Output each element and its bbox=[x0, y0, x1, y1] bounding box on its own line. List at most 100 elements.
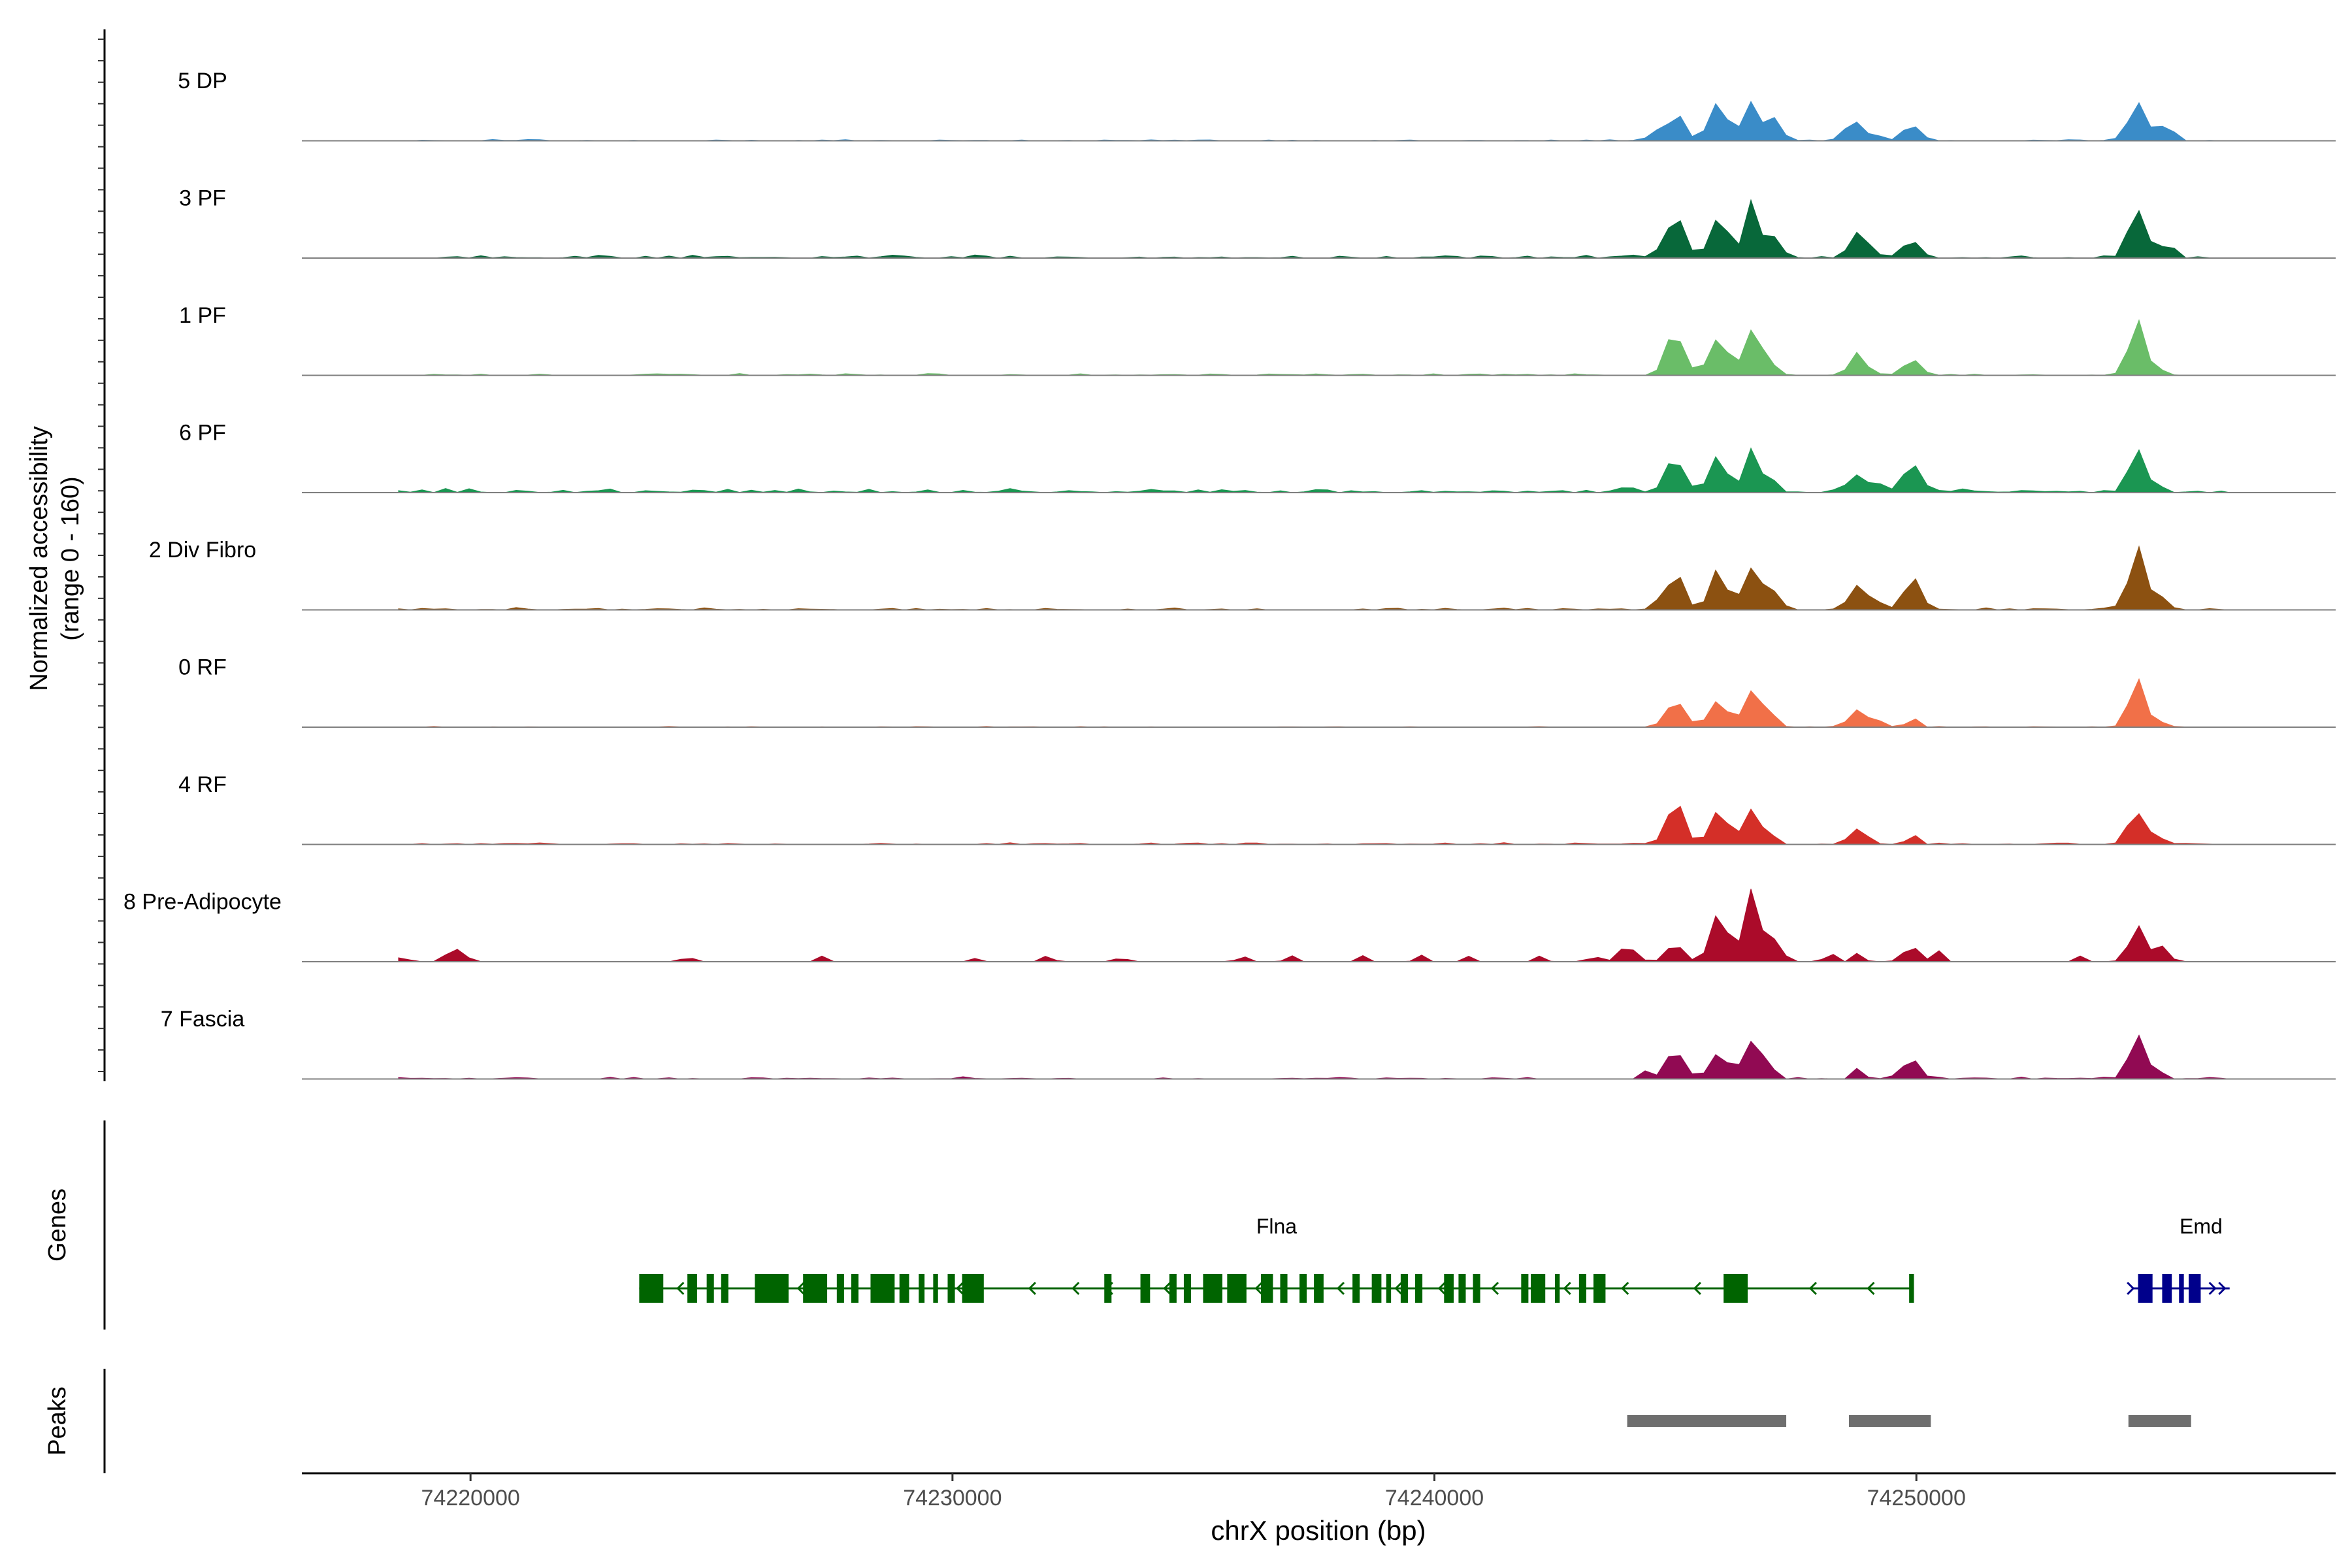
strand-arrow bbox=[2218, 1281, 2227, 1296]
exon bbox=[1444, 1274, 1454, 1303]
coverage-area bbox=[398, 545, 2230, 611]
exon bbox=[1458, 1274, 1466, 1303]
coverage-area bbox=[398, 199, 2230, 259]
exon bbox=[919, 1274, 925, 1303]
exon bbox=[2189, 1274, 2201, 1303]
strand-arrow bbox=[1693, 1281, 1701, 1296]
track-9: 7 Fascia bbox=[161, 1007, 2336, 1080]
exon bbox=[1227, 1274, 1247, 1303]
exon bbox=[1140, 1274, 1151, 1303]
exon bbox=[1909, 1274, 1914, 1303]
strand-arrow bbox=[1867, 1281, 1875, 1296]
exon bbox=[1723, 1274, 1748, 1303]
peaks-panel-label: Peaks bbox=[44, 1386, 71, 1456]
exon bbox=[899, 1274, 909, 1303]
track-7: 4 RF bbox=[178, 772, 2336, 845]
track-label: 3 PF bbox=[179, 186, 226, 211]
track-label: 8 Pre-Adipocyte bbox=[123, 890, 282, 915]
peak-region bbox=[1627, 1415, 1787, 1427]
strand-arrow bbox=[796, 1281, 805, 1296]
x-tick-label: 74230000 bbox=[903, 1486, 1002, 1511]
strand-arrow bbox=[2127, 1281, 2135, 1296]
exon bbox=[2138, 1274, 2153, 1303]
track-8: 8 Pre-Adipocyte bbox=[123, 889, 2336, 962]
coverage-area bbox=[398, 319, 2230, 376]
strand-arrow bbox=[1621, 1281, 1629, 1296]
strand-arrow bbox=[1808, 1281, 1817, 1296]
exon bbox=[1314, 1274, 1324, 1303]
exon bbox=[1554, 1274, 1560, 1303]
exon bbox=[1386, 1274, 1392, 1303]
track-3: 1 PF bbox=[179, 303, 2336, 376]
exon bbox=[687, 1274, 697, 1303]
coverage-area bbox=[398, 806, 2230, 845]
strand-arrow bbox=[1163, 1281, 1171, 1296]
strand-arrow bbox=[1437, 1281, 1446, 1296]
strand-arrow bbox=[1490, 1281, 1499, 1296]
track-6: 0 RF bbox=[178, 655, 2336, 728]
exon bbox=[1104, 1274, 1112, 1303]
track-4: 6 PF bbox=[179, 421, 2336, 493]
exon bbox=[1352, 1274, 1360, 1303]
exon bbox=[1593, 1274, 1606, 1303]
exon bbox=[706, 1274, 714, 1303]
exon bbox=[870, 1274, 895, 1303]
coverage-area bbox=[398, 101, 2230, 142]
genes-panel-label: Genes bbox=[44, 1188, 71, 1262]
strand-arrow bbox=[1071, 1281, 1080, 1296]
exon bbox=[1203, 1274, 1222, 1303]
strand-arrow bbox=[956, 1281, 964, 1296]
peak-region bbox=[1848, 1415, 1931, 1427]
exon bbox=[851, 1274, 859, 1303]
strand-arrow bbox=[2208, 1281, 2217, 1296]
y-axis bbox=[98, 29, 106, 1081]
strand-arrow bbox=[1394, 1281, 1403, 1296]
exon bbox=[639, 1274, 664, 1303]
peak-track bbox=[1627, 1415, 2191, 1427]
gene-annotation-track: Flna Emd bbox=[639, 1215, 2230, 1303]
y-axis-label: Normalized accessibility bbox=[25, 426, 53, 691]
gene-label: Emd bbox=[2180, 1215, 2223, 1238]
x-tick-label: 74220000 bbox=[421, 1486, 520, 1511]
exon bbox=[755, 1274, 789, 1303]
exon bbox=[1183, 1274, 1192, 1303]
exon bbox=[803, 1274, 828, 1303]
track-label: 7 Fascia bbox=[161, 1007, 245, 1032]
coverage-area bbox=[398, 889, 2230, 962]
exon bbox=[721, 1274, 728, 1303]
coverage-tracks: 5 DP 3 PF 1 PF 6 PF 2 Div Fibro 0 RF 4 RF 8 Pre… bbox=[123, 69, 2336, 1080]
x-tick-label: 74250000 bbox=[1867, 1486, 1966, 1511]
coverage-area bbox=[398, 447, 2230, 493]
exon bbox=[1371, 1274, 1382, 1303]
exon bbox=[947, 1274, 955, 1303]
coverage-area bbox=[398, 678, 2230, 728]
track-label: 6 PF bbox=[179, 421, 226, 446]
exon bbox=[1280, 1274, 1288, 1303]
exon bbox=[836, 1274, 844, 1303]
track-label: 5 DP bbox=[178, 69, 227, 93]
exon bbox=[1578, 1274, 1586, 1303]
exon bbox=[1169, 1274, 1177, 1303]
exon bbox=[1260, 1274, 1273, 1303]
track-label: 2 Div Fibro bbox=[149, 538, 256, 563]
exon bbox=[933, 1274, 938, 1303]
y-axis-label-range: (range 0 - 160) bbox=[57, 476, 84, 640]
track-label: 1 PF bbox=[179, 303, 226, 328]
x-axis-label: chrX position (bp) bbox=[1211, 1515, 1426, 1546]
exon bbox=[962, 1274, 984, 1303]
exon bbox=[1415, 1274, 1423, 1303]
strand-arrow bbox=[1563, 1281, 1571, 1296]
exon bbox=[1299, 1274, 1307, 1303]
track-label: 0 RF bbox=[178, 655, 227, 680]
exon bbox=[1531, 1274, 1546, 1303]
strand-arrow bbox=[676, 1281, 685, 1296]
track-2: 3 PF bbox=[179, 186, 2336, 259]
exon bbox=[1521, 1274, 1529, 1303]
exon bbox=[2179, 1274, 2184, 1303]
strand-arrow bbox=[1254, 1281, 1263, 1296]
coverage-area bbox=[398, 1034, 2230, 1080]
exon bbox=[2162, 1274, 2172, 1303]
exon bbox=[1400, 1274, 1408, 1303]
x-axis: 74220000 74230000 74240000 74250000 bbox=[421, 1473, 1966, 1511]
